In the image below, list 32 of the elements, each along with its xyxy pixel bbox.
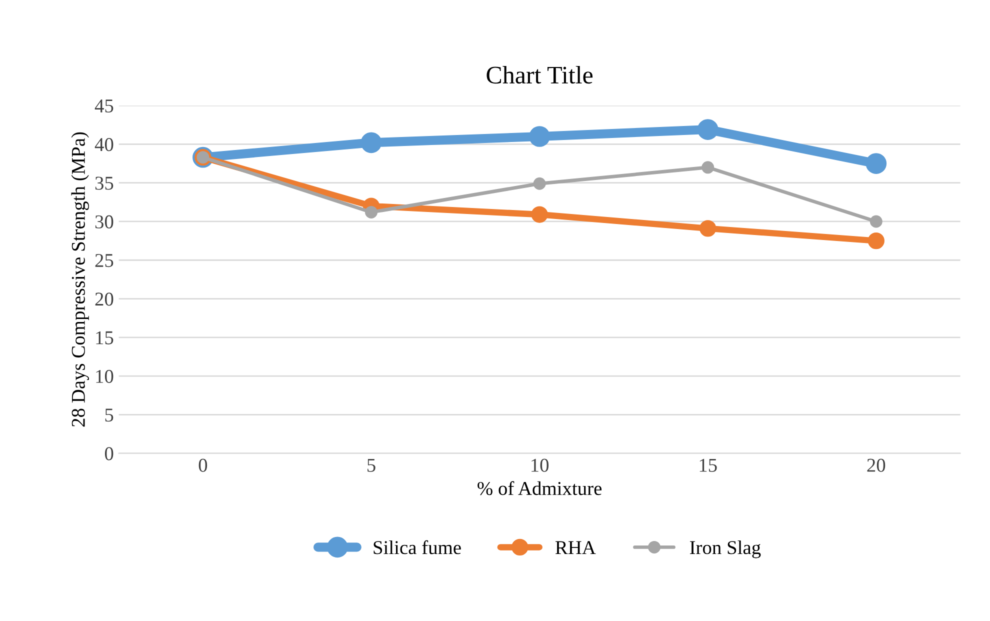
y-tick-label: 35 [95, 176, 114, 190]
point [365, 206, 378, 218]
y-tick-label: 5 [105, 408, 114, 422]
x-tick-label: 10 [532, 458, 549, 472]
y-axis-title: 28 Days Compressive Strength (MPa) [71, 132, 89, 427]
legend-label: Silica fume [374, 540, 461, 554]
y-tick-label: 20 [95, 292, 114, 306]
chart-title: Chart Title [486, 66, 593, 84]
y-tick-label: 0 [104, 447, 114, 460]
point [868, 232, 884, 250]
y-tick-label: 25 [95, 254, 114, 268]
legend-label: RHA [555, 541, 596, 554]
legend-label: Iron Slag [690, 540, 761, 558]
point [702, 161, 714, 174]
point [870, 215, 882, 228]
x-tick-label: 15 [700, 458, 717, 472]
y-tick-label: 40 [94, 138, 114, 152]
x-axis-title: % of Admixture [478, 481, 602, 496]
y-tick-label: 30 [95, 215, 114, 228]
y-tick-label: 15 [96, 331, 114, 344]
y-tick-label: 10 [96, 370, 114, 383]
point [533, 177, 546, 190]
point [531, 206, 548, 223]
point [529, 126, 550, 147]
x-tick-label: 0 [198, 458, 208, 472]
point [700, 220, 716, 237]
point [360, 132, 382, 154]
y-tick-label: 45 [94, 100, 114, 113]
point [697, 119, 718, 140]
x-tick-label: 5 [368, 458, 376, 472]
point [866, 153, 887, 174]
x-tick-label: 20 [867, 458, 886, 472]
